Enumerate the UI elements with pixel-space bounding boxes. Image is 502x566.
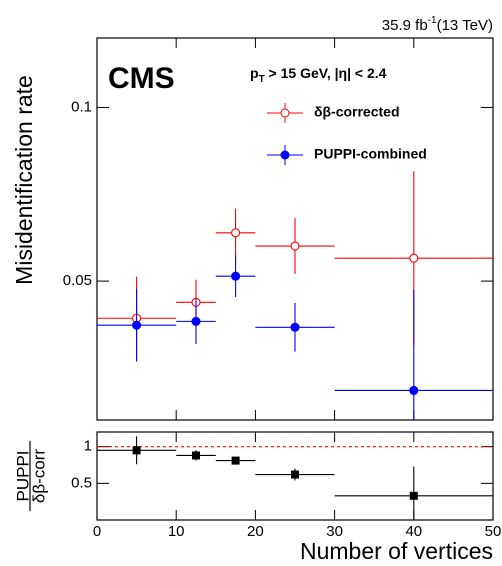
legend-label: δβ-corrected (314, 104, 400, 120)
y-tick-label: 1 (84, 438, 92, 455)
marker (290, 241, 300, 251)
marker (409, 491, 418, 500)
legend-label: PUPPI-combined (314, 146, 427, 162)
plot-frame (96, 37, 494, 421)
y-tick-label: 0.05 (63, 272, 92, 289)
legend-marker (280, 150, 290, 160)
lumi: 35.9 fb (382, 17, 428, 34)
legend-marker (280, 108, 290, 118)
plot-area (97, 436, 493, 520)
marker (231, 228, 241, 238)
marker (132, 446, 141, 455)
energy: (13 TeV) (437, 17, 493, 34)
selection-p: p (250, 65, 259, 81)
marker (409, 385, 419, 396)
marker (231, 456, 240, 465)
selection-rest: > 15 GeV, |η| < 2.4 (265, 65, 387, 81)
x-tick-label: 30 (326, 523, 343, 540)
y-tick-label: 0.5 (71, 474, 92, 491)
experiment: CMS (108, 62, 175, 95)
x-tick-label: 20 (247, 523, 264, 540)
plot-area (97, 171, 493, 420)
lumi-sup: -1 (428, 15, 437, 26)
x-tick-label: 10 (168, 523, 185, 540)
marker (191, 316, 201, 326)
selection: pT > 15 GeV, |η| < 2.4 (250, 65, 387, 85)
marker (291, 470, 299, 479)
marker (290, 322, 300, 332)
selection-sub: T (259, 74, 265, 85)
x-tick-label: 0 (93, 523, 101, 540)
y-tick-label: 0.1 (71, 98, 92, 115)
x-tick-label: 40 (405, 523, 422, 540)
y-axis-label: Misidentification rate (11, 75, 37, 285)
x-tick-label: 50 (485, 523, 502, 540)
marker (231, 271, 241, 281)
plot-frame (96, 431, 494, 521)
marker (409, 253, 419, 263)
marker (192, 451, 200, 460)
marker (132, 320, 142, 330)
ratio-label-top: PUPPI (13, 450, 32, 501)
lumi-label: 35.9 fb-1(13 TeV) (382, 15, 493, 34)
ratio-label-bottom: δβ-corr (29, 449, 48, 504)
x-axis-label: Number of vertices (300, 538, 493, 564)
